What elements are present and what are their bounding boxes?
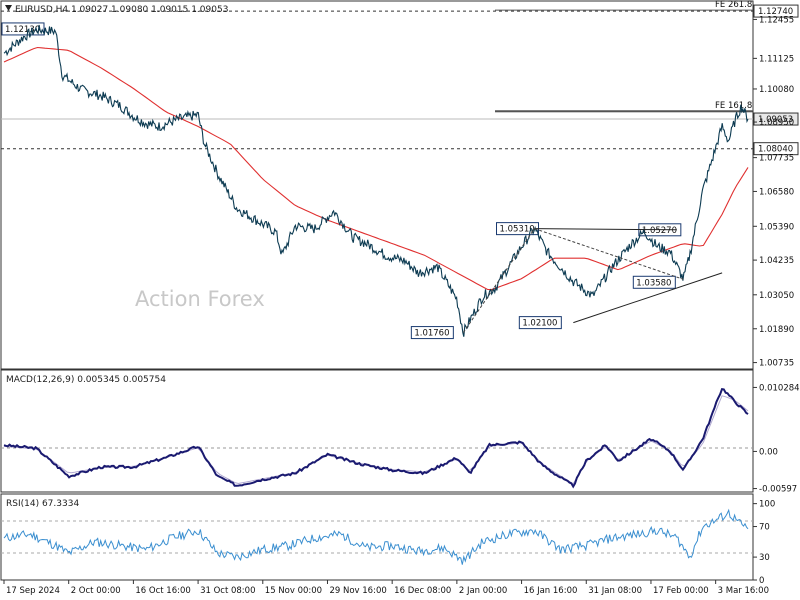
rsi-y-tick-label: 0 [759, 576, 764, 586]
macd-pane: 0.010284 0.00 -0.00597 MACD(12,26,9) 0.005… [0, 369, 800, 495]
price-y-tick-label: 1.05390 [759, 222, 794, 232]
price-y-tick-label: 1.04235 [759, 256, 794, 266]
macd-y-tick-label: 0.00 [759, 447, 778, 457]
price-annotation-label: 1.12130 [5, 25, 40, 35]
x-tick-label: 17 Sep 2024 [6, 586, 60, 596]
fe-level-label: FE 161.8 [715, 101, 752, 111]
price-line [3, 24, 749, 337]
price-annotation-label: 1.03580 [636, 278, 671, 288]
price-box-label: 1.08040 [758, 145, 793, 155]
macd-line [3, 387, 749, 489]
rsi-y-tick-label: 100 [759, 500, 775, 510]
price-y-tick-label: 1.07735 [759, 154, 794, 164]
price-title: EURUSD,H4 1.09027 1.09080 1.09015 1.0905… [15, 5, 228, 15]
price-box-label: 1.09053 [758, 115, 793, 125]
price-y-tick-label: 1.12455 [759, 15, 794, 25]
x-tick-label: 15 Nov 00:00 [265, 586, 322, 596]
price-annotation-label: 1.05310 [500, 225, 535, 235]
price-annotation-label: 1.02100 [522, 319, 557, 329]
fe-level-label: FE 261.8 [715, 0, 752, 10]
macd-y-tick-label: -0.00597 [759, 485, 797, 495]
x-tick-label: 31 Jan 08:00 [588, 586, 642, 596]
x-axis: 17 Sep 2024 2 Oct 00:00 16 Oct 16:00 31 Oct… [3, 580, 769, 596]
x-tick-label: 3 Mar 16:00 [718, 586, 769, 596]
x-tick-label: 29 Nov 16:00 [329, 586, 386, 596]
watermark: Action Forex [135, 287, 265, 311]
rsi-y-tick-label: 70 [759, 523, 770, 533]
price-pane: Action Forex FE 261.8 1.12740 FE 161.8 1.08… [0, 0, 799, 370]
price-box [753, 142, 799, 156]
wave-line [534, 228, 684, 280]
rsi-y-tick-label: 30 [759, 553, 770, 563]
wave-line [462, 228, 535, 333]
macd-y-tick-label: 0.010284 [759, 383, 800, 393]
price-y-tick-label: 1.00735 [759, 359, 794, 369]
x-tick-label: 16 Oct 16:00 [135, 586, 190, 596]
chart-menu-icon[interactable] [5, 5, 12, 11]
price-y-tick-label: 1.10080 [759, 85, 794, 95]
price-annotation-box [632, 275, 676, 289]
moving-average-line [3, 46, 749, 291]
x-tick-label: 17 Feb 00:00 [653, 586, 709, 596]
x-tick-label: 2 Jan 00:00 [459, 586, 507, 596]
price-annotation-box [410, 326, 454, 340]
x-tick-label: 31 Oct 08:00 [200, 586, 255, 596]
macd-title: MACD(12,26,9) 0.005345 0.005754 [6, 375, 166, 385]
price-annotation-label: 1.05270 [642, 226, 677, 236]
price-box [753, 4, 799, 18]
support-trendline [573, 272, 723, 324]
rsi-pane: 100 70 30 0 RSI(14) 67.3334 [0, 493, 775, 586]
price-y-tick-label: 1.03050 [759, 291, 794, 301]
price-box [753, 112, 799, 126]
price-box-label: 1.12740 [758, 7, 793, 17]
rsi-line [3, 508, 749, 565]
price-annotation-box [518, 316, 562, 330]
price-annotation-label: 1.01760 [414, 329, 449, 339]
price-y-tick-label: 1.08950 [759, 118, 794, 128]
rsi-title: RSI(14) 67.3334 [6, 499, 79, 509]
x-tick-label: 16 Jan 16:00 [524, 586, 578, 596]
x-tick-label: 16 Dec 08:00 [394, 586, 451, 596]
price-y-tick-label: 1.06580 [759, 187, 794, 197]
resistance-line [534, 228, 677, 231]
price-y-tick-label: 1.11125 [759, 54, 794, 64]
price-y-tick-label: 1.01890 [759, 325, 794, 335]
x-tick-label: 2 Oct 00:00 [71, 586, 121, 596]
